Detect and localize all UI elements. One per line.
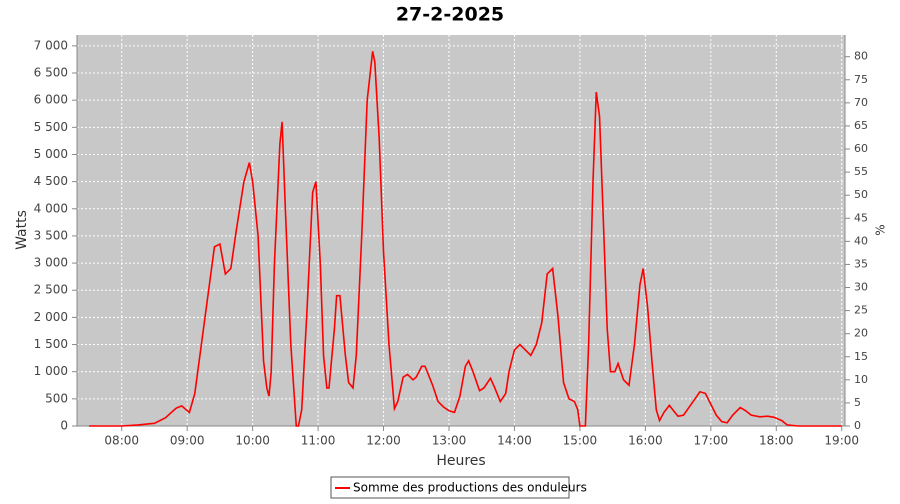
y2-tick-label: 75 (854, 73, 868, 86)
line-series (89, 51, 842, 427)
legend-label: Somme des productions des onduleurs (353, 481, 587, 495)
y-tick-label: 3 500 (34, 228, 68, 242)
y-tick-label: 500 (45, 391, 68, 405)
y-axis-label: Watts (14, 210, 30, 250)
x-tick-label: 12:00 (366, 434, 401, 448)
y2-tick-label: 45 (854, 211, 868, 224)
y2-tick-label: 0 (854, 419, 861, 432)
y-tick-label: 1 500 (34, 337, 68, 351)
x-tick-label: 09:00 (170, 434, 205, 448)
y2-tick-label: 70 (854, 96, 868, 109)
plot-area (77, 35, 845, 426)
x-tick-label: 11:00 (301, 434, 336, 448)
y-tick-label: 3 000 (34, 256, 68, 270)
x-tick-label: 08:00 (104, 434, 139, 448)
y-tick-label: 1 000 (34, 364, 68, 378)
y2-tick-label: 40 (854, 234, 868, 247)
x-tick-label: 19:00 (824, 434, 859, 448)
y2-tick-label: 65 (854, 119, 868, 132)
y2-tick-label: 25 (854, 304, 868, 317)
x-tick-label: 13:00 (432, 434, 467, 448)
y-tick-label: 2 500 (34, 283, 68, 297)
x-tick-label: 15:00 (563, 434, 598, 448)
y2-axis-label: % (874, 224, 888, 235)
x-tick-label: 17:00 (694, 434, 729, 448)
y2-tick-label: 30 (854, 281, 868, 294)
y-tick-label: 2 000 (34, 310, 68, 324)
y-tick-label: 4 000 (34, 201, 68, 215)
x-tick-label: 18:00 (759, 434, 794, 448)
x-axis-label: Heures (436, 453, 485, 469)
y-tick-label: 7 000 (34, 38, 68, 52)
y2-tick-label: 35 (854, 257, 868, 270)
y2-tick-label: 55 (854, 165, 868, 178)
y-tick-label: 6 000 (34, 93, 68, 107)
y-tick-label: 5 500 (34, 120, 68, 134)
y2-tick-label: 60 (854, 142, 868, 155)
x-tick-label: 14:00 (497, 434, 532, 448)
x-tick-label: 10:00 (235, 434, 270, 448)
y-tick-label: 0 (60, 419, 68, 433)
y2-tick-label: 5 (854, 396, 861, 409)
y2-tick-label: 10 (854, 373, 868, 386)
y2-tick-label: 50 (854, 188, 868, 201)
y-tick-label: 5 000 (34, 147, 68, 161)
y-tick-label: 4 500 (34, 174, 68, 188)
y2-tick-label: 20 (854, 327, 868, 340)
y-tick-label: 6 500 (34, 66, 68, 80)
x-tick-label: 16:00 (628, 434, 663, 448)
y2-tick-label: 80 (854, 50, 868, 63)
legend (330, 476, 570, 499)
chart-title: 27-2-2025 (396, 4, 504, 26)
y2-tick-label: 15 (854, 350, 868, 363)
